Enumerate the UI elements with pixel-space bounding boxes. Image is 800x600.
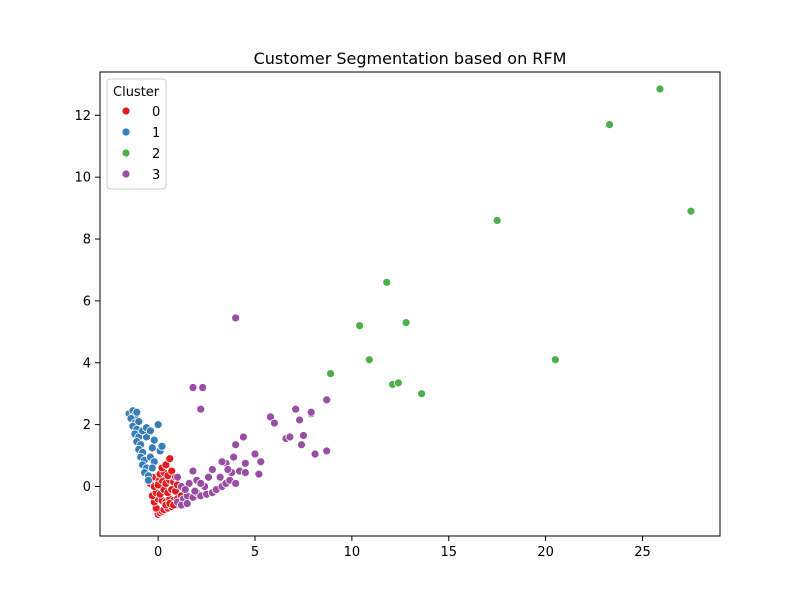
- point-cluster-3: [322, 395, 332, 405]
- x-tick-label: 0: [154, 545, 162, 560]
- point-cluster-3: [204, 472, 213, 482]
- point-cluster-3: [266, 412, 275, 422]
- point-cluster-3: [306, 407, 316, 417]
- point-cluster-2: [326, 369, 335, 379]
- point-cluster-3: [322, 446, 332, 456]
- point-cluster-3: [254, 469, 264, 479]
- legend-box: [106, 78, 167, 190]
- point-cluster-2: [401, 318, 411, 327]
- point-cluster-3: [310, 449, 320, 459]
- point-cluster-0: [161, 460, 171, 470]
- point-cluster-3: [207, 465, 217, 474]
- legend: Cluster 0 1 2 3: [106, 78, 167, 190]
- y-tick-label: 8: [83, 233, 91, 248]
- point-cluster-3: [217, 457, 227, 467]
- point-cluster-1: [149, 435, 159, 445]
- points-layer: [124, 84, 696, 519]
- point-cluster-3: [231, 440, 241, 450]
- y-tick-label: 10: [74, 171, 91, 186]
- chart-title: Customer Segmentation based on RFM: [254, 49, 567, 68]
- series-3: [173, 313, 332, 510]
- point-cluster-2: [550, 355, 560, 365]
- point-cluster-3: [238, 432, 248, 442]
- x-axis: 0 5 10 15 20 25: [154, 536, 651, 560]
- point-cluster-2: [382, 277, 392, 287]
- point-cluster-1: [142, 432, 151, 442]
- point-cluster-2: [605, 120, 614, 129]
- point-cluster-2: [393, 378, 403, 388]
- point-cluster-3: [297, 440, 306, 450]
- point-cluster-3: [196, 404, 206, 414]
- point-cluster-3: [231, 313, 241, 323]
- point-cluster-3: [285, 432, 295, 442]
- point-cluster-3: [196, 479, 206, 488]
- y-tick-label: 6: [83, 294, 91, 309]
- point-cluster-3: [184, 479, 194, 488]
- point-cluster-2: [417, 389, 427, 399]
- point-cluster-3: [229, 452, 239, 462]
- x-tick-label: 10: [344, 545, 361, 560]
- point-cluster-3: [188, 466, 198, 476]
- y-tick-label: 4: [83, 356, 91, 371]
- point-cluster-1: [145, 426, 155, 436]
- point-cluster-3: [240, 458, 250, 468]
- x-tick-label: 20: [537, 545, 554, 560]
- point-cluster-1: [144, 475, 153, 485]
- point-cluster-2: [655, 84, 665, 94]
- point-cluster-1: [134, 417, 144, 426]
- x-tick-label: 25: [634, 545, 651, 560]
- point-cluster-1: [157, 441, 167, 451]
- legend-label-3: 3: [152, 168, 160, 183]
- point-cluster-3: [231, 479, 241, 488]
- point-cluster-2: [364, 355, 374, 365]
- legend-marker-2: [121, 148, 131, 158]
- point-cluster-1: [147, 443, 157, 453]
- legend-marker-0: [121, 106, 131, 116]
- point-cluster-3: [223, 465, 233, 474]
- point-cluster-3: [250, 449, 260, 459]
- series-1: [124, 406, 167, 485]
- y-axis: 0 2 4 6 8 10 12: [74, 109, 100, 495]
- point-cluster-1: [132, 407, 142, 417]
- point-cluster-3: [182, 499, 192, 508]
- point-cluster-3: [188, 383, 198, 392]
- point-cluster-3: [240, 468, 250, 477]
- x-tick-label: 5: [251, 545, 259, 560]
- point-cluster-3: [269, 418, 279, 428]
- point-cluster-3: [299, 431, 308, 440]
- legend-title: Cluster: [113, 85, 160, 100]
- y-tick-label: 0: [83, 480, 91, 495]
- legend-items: 0 1 2 3: [121, 105, 160, 183]
- point-cluster-3: [190, 486, 200, 496]
- point-cluster-3: [295, 415, 304, 425]
- legend-label-1: 1: [152, 126, 160, 141]
- point-cluster-1: [147, 463, 157, 473]
- legend-label-0: 0: [152, 105, 160, 120]
- point-cluster-1: [153, 420, 163, 430]
- point-cluster-0: [167, 466, 177, 476]
- point-cluster-3: [180, 485, 190, 495]
- y-tick-label: 12: [74, 109, 91, 124]
- point-cluster-2: [492, 216, 502, 225]
- series-2: [326, 84, 696, 399]
- point-cluster-3: [256, 457, 266, 467]
- point-cluster-0: [165, 454, 175, 464]
- plot-frame: [99, 71, 721, 537]
- point-cluster-2: [355, 321, 365, 331]
- point-cluster-3: [215, 472, 225, 482]
- legend-marker-1: [121, 127, 131, 137]
- legend-label-2: 2: [152, 147, 160, 162]
- legend-marker-3: [121, 169, 131, 179]
- y-tick-label: 2: [83, 418, 91, 433]
- x-tick-label: 15: [440, 545, 457, 560]
- point-cluster-3: [291, 404, 301, 414]
- point-cluster-2: [686, 206, 696, 216]
- point-cluster-3: [198, 383, 208, 392]
- point-cluster-3: [173, 472, 182, 482]
